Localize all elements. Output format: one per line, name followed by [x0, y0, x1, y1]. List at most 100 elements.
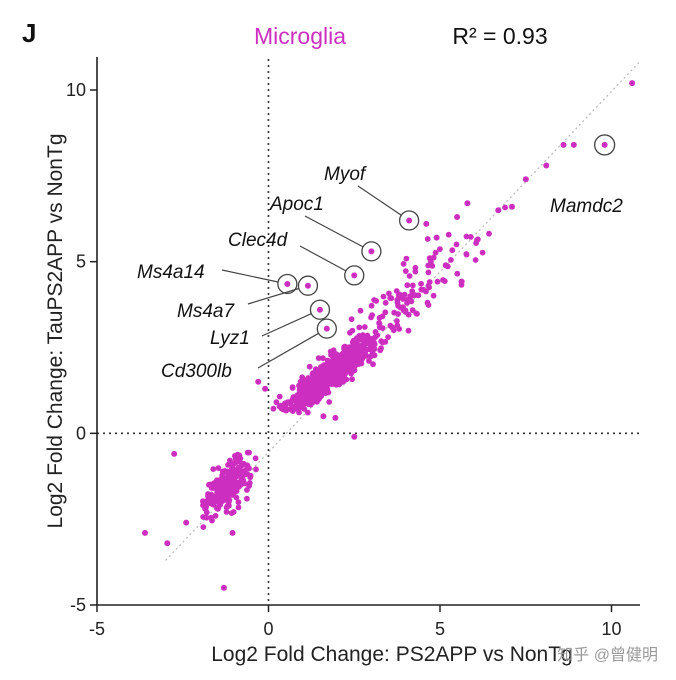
data-point [212, 512, 219, 519]
data-point [449, 247, 456, 254]
data-point [340, 350, 347, 356]
data-point [502, 204, 508, 211]
data-point-outlier [142, 529, 148, 536]
data-point [400, 261, 407, 267]
data-point [253, 466, 259, 473]
data-point [353, 335, 360, 342]
data-point [207, 481, 214, 488]
panel-label: J [22, 18, 36, 48]
callout-circle-ms4a7 [297, 275, 319, 296]
x-axis-title: Log2 Fold Change: PS2APP vs NonTg [211, 643, 573, 666]
data-point [372, 329, 379, 335]
data-point [301, 406, 308, 412]
data-point [394, 318, 400, 324]
data-point [432, 249, 439, 256]
y-tick-label: 0 [76, 423, 86, 443]
x-tick-label: 10 [601, 619, 621, 639]
callout-circle-ms4a14 [277, 273, 298, 295]
data-point [418, 280, 424, 287]
data-point [220, 474, 227, 481]
data-point [373, 298, 380, 304]
data-point [405, 327, 412, 334]
data-point [235, 499, 242, 506]
data-point [398, 294, 405, 301]
gene-label-apoc1: Apoc1 [269, 194, 324, 215]
data-point [200, 502, 206, 509]
data-point-outlier [454, 214, 461, 220]
data-point [244, 462, 251, 469]
data-point [318, 372, 325, 379]
gene-label-ms4a7: Ms4a7 [177, 301, 235, 322]
data-point [230, 509, 237, 515]
data-point [232, 479, 239, 486]
data-point [246, 483, 253, 489]
data-point [379, 325, 386, 331]
data-point [448, 257, 454, 263]
data-point [215, 465, 222, 471]
callout-line-ms4a7 [247, 287, 300, 305]
data-point [209, 517, 215, 524]
data-point-outlier [255, 378, 262, 385]
data-point [305, 375, 312, 381]
data-point [378, 345, 384, 352]
data-point [366, 358, 372, 364]
watermark: 知乎 @曾健明 [557, 646, 658, 664]
gene-label-cd300lb: Cd300lb [161, 361, 232, 382]
data-point [298, 378, 305, 384]
gene-label-lyz1: Lyz1 [210, 328, 250, 349]
data-point [273, 399, 280, 406]
data-point [357, 307, 364, 314]
data-point-outlier [522, 176, 529, 183]
data-point [382, 309, 389, 316]
data-point [356, 324, 363, 331]
gene-label-mamdc2: Mamdc2 [550, 196, 623, 217]
data-point [229, 469, 236, 476]
x-tick-label: 5 [435, 619, 445, 639]
data-point [326, 399, 333, 405]
data-point-outlier [509, 203, 515, 210]
data-point [330, 358, 336, 365]
data-point [238, 467, 245, 474]
data-point [347, 350, 354, 357]
data-point [236, 452, 243, 459]
data-point-ms4a14 [284, 280, 291, 287]
data-point [232, 474, 238, 481]
data-point [205, 491, 211, 497]
data-point-lyz1 [316, 306, 323, 313]
data-point [285, 406, 291, 413]
data-point [434, 278, 441, 285]
data-point [475, 236, 481, 243]
data-point [270, 405, 277, 412]
data-point-cd300lb [323, 325, 330, 332]
data-point [304, 409, 311, 416]
data-point [426, 255, 433, 262]
callout-circle-clec4d [344, 265, 365, 286]
data-point [309, 371, 316, 378]
data-point [442, 262, 449, 269]
data-point-ms4a7 [304, 282, 311, 289]
data-point [445, 231, 452, 238]
data-point [467, 234, 474, 240]
data-point [225, 499, 232, 505]
data-point-myof [406, 217, 413, 224]
callout-circle-myof [398, 210, 420, 231]
data-point [230, 465, 237, 472]
data-point [426, 279, 433, 285]
data-point [423, 288, 429, 295]
data-point [220, 492, 226, 498]
data-point [216, 499, 223, 505]
data-point [425, 269, 432, 276]
data-point-outlier [464, 200, 471, 207]
callout-circle-apoc1 [361, 241, 382, 262]
data-point [393, 288, 400, 294]
callout-circle-cd300lb [316, 318, 337, 339]
data-point [231, 460, 238, 467]
data-point [334, 366, 341, 373]
data-point [252, 455, 259, 462]
data-point-outlier [164, 540, 171, 547]
data-point [406, 273, 413, 279]
data-point [437, 246, 443, 253]
r-squared-annotation: R² = 0.93 [452, 23, 547, 49]
data-point [331, 381, 338, 387]
data-point [453, 241, 460, 248]
